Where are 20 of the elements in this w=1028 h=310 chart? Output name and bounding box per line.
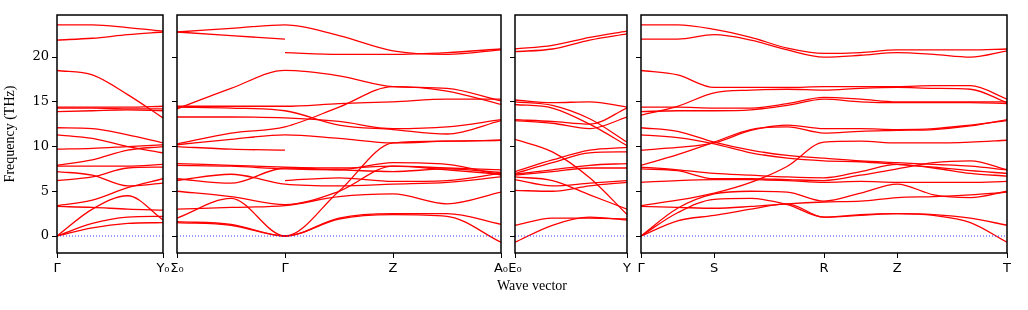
y-tick-label: 0 <box>40 227 49 243</box>
x-tick-label: E₀ <box>508 260 522 276</box>
x-tick-label: Γ <box>637 260 646 276</box>
y-tick-label: 15 <box>32 93 49 109</box>
x-tick-label: A₀ <box>493 260 509 276</box>
x-tick-label: Y₀ <box>155 260 170 276</box>
y-tick-label: 5 <box>40 182 49 198</box>
y-tick-label: 10 <box>32 137 49 153</box>
x-tick-label: T <box>1002 260 1012 276</box>
y-axis-title: Frequency (THz) <box>2 85 19 183</box>
x-tick-label: Z <box>388 260 398 276</box>
x-tick-label: Σ₀ <box>170 260 184 276</box>
x-tick-label: S <box>710 260 719 276</box>
x-tick-label: Γ <box>281 260 290 276</box>
x-tick-label: Y <box>622 260 632 276</box>
x-tick-label: Γ <box>53 260 62 276</box>
y-tick-label: 20 <box>32 48 49 64</box>
x-axis-title: Wave vector <box>496 278 568 294</box>
x-tick-label: R <box>819 260 829 276</box>
x-tick-label: Z <box>892 260 902 276</box>
